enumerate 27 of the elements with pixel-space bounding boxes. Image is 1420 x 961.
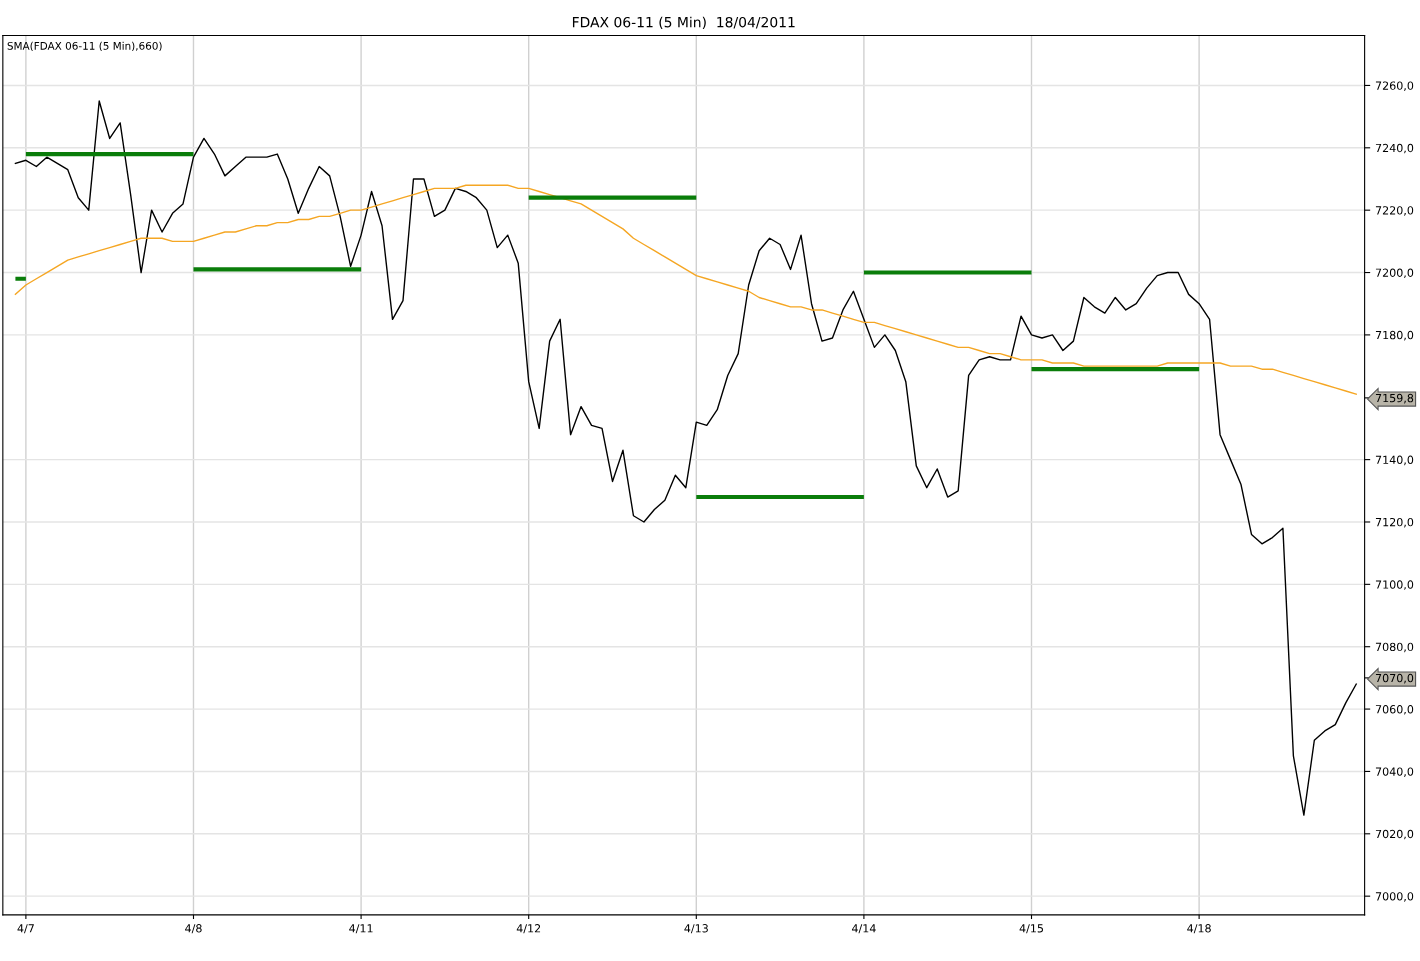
y-tick-label: 7000,0 [1375, 892, 1414, 902]
line-series [14, 184, 1357, 395]
y-tick-label: 7220,0 [1375, 206, 1414, 216]
y-tick-label: 7200,0 [1375, 268, 1414, 279]
x-tick-label: 4/8 [185, 924, 202, 934]
y-tick-label: 7060,0 [1375, 705, 1414, 715]
chart-title: FDAX 06-11 (5 Min) 18/04/2011 [572, 16, 795, 30]
y-tick-label: 7180,0 [1375, 330, 1414, 341]
y-tick-label: 7240,0 [1375, 143, 1414, 154]
x-tick-label: 4/14 [851, 924, 876, 934]
x-tick-label: 4/11 [349, 924, 373, 934]
y-tick-label: 7020,0 [1375, 829, 1414, 840]
x-tick-label: 4/13 [684, 924, 708, 934]
line-series [14, 100, 1357, 816]
y-tick-label: 7140,0 [1375, 455, 1414, 466]
x-tick-label: 4/18 [1187, 924, 1211, 934]
y-tick-label: 7120,0 [1375, 517, 1414, 528]
y-tick-label: 7080,0 [1375, 642, 1414, 653]
annotation: SMA(FDAX 06-11 (5 Min),660) [7, 41, 162, 51]
y-tick-label: 7070,0 [1375, 673, 1414, 684]
y-tick-label: 7100,0 [1375, 580, 1414, 590]
x-tick-label: 4/7 [17, 924, 34, 934]
y-tick-label: 7260,0 [1375, 81, 1414, 91]
y-tick-label: 7040,0 [1375, 767, 1414, 777]
x-tick-label: 4/12 [516, 924, 541, 934]
x-tick-label: 4/15 [1019, 924, 1044, 934]
y-tick-label: 7159,8 [1375, 393, 1414, 404]
